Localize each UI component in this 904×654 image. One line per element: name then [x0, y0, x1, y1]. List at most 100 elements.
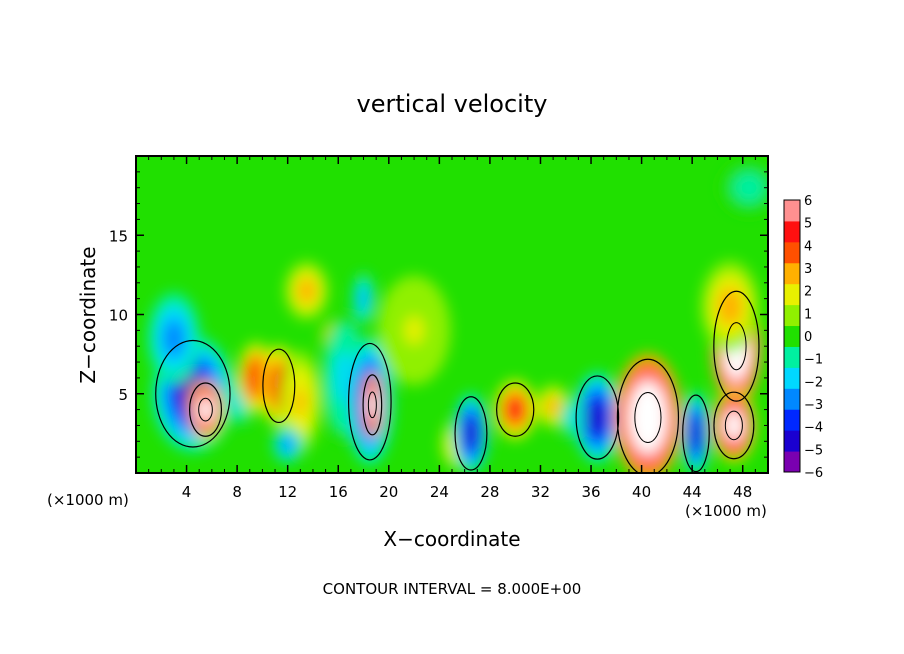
field-level	[548, 400, 558, 413]
chart-title: vertical velocity	[357, 90, 548, 118]
colorbar-segment	[784, 304, 800, 327]
colorbar-tick-label: 3	[804, 262, 812, 277]
colorbar: 6 5 4 3 2 1 0 −1 −2 −3 −4 −5 −6	[783, 194, 823, 481]
field-feature	[351, 271, 376, 326]
field-feature	[614, 353, 682, 473]
colorbar-segment	[784, 220, 800, 243]
contour-line	[713, 391, 755, 460]
field-feature	[279, 350, 321, 453]
colorbar-tick-label: 5	[804, 217, 812, 232]
contour-line	[713, 290, 760, 402]
field-level	[360, 291, 367, 306]
field-level	[167, 326, 181, 351]
colorbar-segment	[784, 409, 800, 431]
contour-line	[616, 358, 680, 473]
colorbar-frame	[783, 199, 801, 473]
x-tick-label: 8	[232, 483, 242, 501]
x-tick-label: 24	[430, 483, 449, 501]
colorbar-tick-label: 1	[804, 307, 812, 322]
colorbar-segment	[784, 283, 800, 306]
colorbar-tick-label: −1	[804, 353, 823, 368]
colorbar-segment	[784, 430, 800, 452]
field-level	[300, 283, 313, 299]
x-unit-right: (×1000 m)	[685, 502, 767, 520]
colorbar-tick-label: −2	[804, 375, 823, 390]
x-axis-label: X−coordinate	[383, 527, 520, 551]
field-level	[369, 396, 376, 414]
field-feature	[535, 384, 571, 429]
colorbar-tick-label: −4	[804, 421, 823, 436]
colorbar-tick-label: −3	[804, 398, 823, 413]
y-axis-label: Z−coordinate	[76, 246, 100, 383]
x-tick-label: 20	[379, 483, 398, 501]
colorbar-segment	[784, 325, 800, 347]
colorbar-tick-label: 6	[804, 194, 812, 209]
field-level	[728, 415, 740, 435]
field-feature	[147, 292, 201, 384]
colorbar-tick-label: 4	[804, 239, 812, 254]
y-tick-label: 5	[118, 386, 128, 404]
field-level	[591, 405, 604, 430]
field-feature	[188, 380, 223, 439]
field-level	[569, 411, 576, 424]
colorbar-tick-label: 2	[804, 285, 812, 300]
x-tick-label: 12	[278, 483, 297, 501]
contour-line	[362, 374, 383, 436]
colorbar-tick-label: 0	[804, 330, 812, 345]
field-level	[251, 368, 262, 388]
colorbar-tick-label: −5	[804, 443, 823, 458]
colorbar-segment	[784, 241, 800, 264]
contour-line	[348, 342, 392, 461]
field-feature	[681, 391, 711, 473]
field-feature	[362, 372, 383, 438]
contour-line	[198, 397, 213, 422]
field-level	[509, 401, 521, 418]
contour-interval-note: CONTOUR INTERVAL = 8.000E+00	[323, 580, 582, 598]
field-feature	[712, 388, 756, 462]
x-tick-label: 16	[329, 483, 348, 501]
x-tick-label: 40	[632, 483, 651, 501]
field-feature	[701, 261, 760, 353]
colorbar-segment	[784, 451, 800, 473]
field-level	[639, 400, 657, 435]
field-level	[200, 401, 211, 418]
field-level	[404, 316, 424, 345]
field-level	[466, 422, 476, 444]
field-feature	[321, 314, 368, 442]
colorbar-segment	[784, 388, 800, 410]
field-level	[692, 422, 700, 445]
field-feature	[284, 261, 329, 320]
x-tick-label: 44	[683, 483, 702, 501]
contour-line	[454, 396, 488, 471]
colorbar-segment	[784, 262, 800, 285]
field-feature	[560, 395, 584, 440]
field-feature	[574, 371, 621, 464]
colorbar-segment	[784, 367, 800, 389]
y-tick-label: 10	[109, 307, 128, 325]
contour-line	[724, 410, 743, 441]
x-tick-label: 48	[733, 483, 752, 501]
x-tick-label: 36	[581, 483, 600, 501]
field-feature	[719, 160, 768, 216]
field-level	[283, 439, 292, 450]
colorbar-segment	[784, 346, 800, 368]
contour-line	[575, 375, 620, 460]
field-level	[295, 388, 306, 415]
x-tick-label: 32	[531, 483, 550, 501]
x-tick-label: 28	[480, 483, 499, 501]
field-feature	[377, 275, 451, 386]
field-feature	[273, 426, 303, 463]
colorbar-segment	[784, 200, 800, 222]
contour-line	[682, 394, 710, 473]
x-tick-label: 4	[182, 483, 192, 501]
colorbar-tick-label: −6	[804, 466, 823, 481]
contour-line	[634, 392, 662, 443]
contour-line	[262, 348, 296, 424]
contour-line	[188, 382, 223, 437]
x-unit-left: (×1000 m)	[47, 491, 129, 509]
y-tick-label: 15	[109, 227, 128, 245]
field-level	[741, 180, 757, 195]
field-level	[722, 294, 738, 319]
